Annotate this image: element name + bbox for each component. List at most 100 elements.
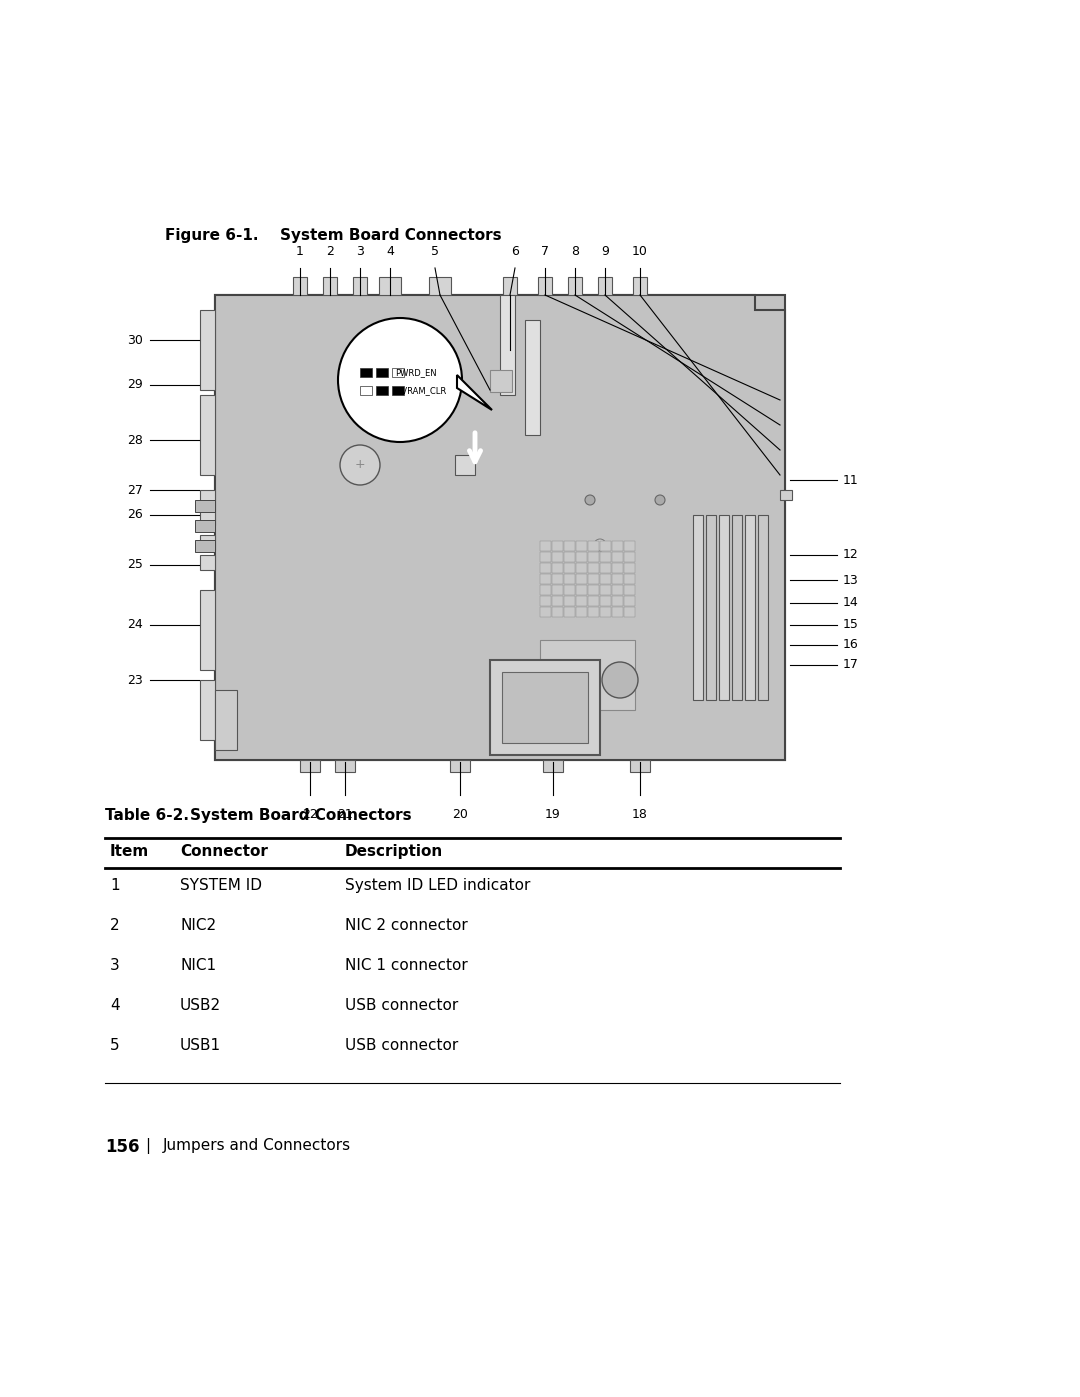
Bar: [538, 277, 552, 295]
Text: System Board Connectors: System Board Connectors: [280, 228, 501, 243]
Text: 25: 25: [127, 559, 143, 571]
Circle shape: [594, 539, 606, 550]
Bar: [600, 608, 611, 617]
Polygon shape: [215, 295, 785, 760]
Bar: [525, 320, 540, 434]
Text: 4: 4: [386, 244, 394, 258]
Bar: [376, 386, 388, 395]
Bar: [624, 597, 635, 606]
Text: NIC 2 connector: NIC 2 connector: [345, 918, 468, 933]
Bar: [552, 552, 563, 562]
Bar: [552, 541, 563, 550]
Bar: [540, 574, 551, 584]
Text: 22: 22: [302, 807, 318, 821]
Bar: [200, 555, 215, 570]
Bar: [552, 574, 563, 584]
Bar: [600, 574, 611, 584]
Bar: [376, 367, 388, 377]
Circle shape: [585, 495, 595, 504]
Bar: [360, 367, 372, 377]
Text: 13: 13: [843, 574, 859, 587]
Circle shape: [602, 662, 638, 698]
Bar: [624, 585, 635, 595]
Bar: [552, 597, 563, 606]
Text: 7: 7: [541, 244, 549, 258]
Text: PWRD_EN: PWRD_EN: [395, 369, 436, 377]
Bar: [612, 552, 623, 562]
Text: 28: 28: [127, 433, 143, 447]
Text: 27: 27: [127, 483, 143, 496]
Text: 20: 20: [453, 807, 468, 821]
Text: 23: 23: [127, 673, 143, 686]
Text: 5: 5: [431, 244, 438, 258]
Text: 8: 8: [571, 244, 579, 258]
Text: 10: 10: [632, 244, 648, 258]
Bar: [540, 552, 551, 562]
Bar: [502, 672, 588, 743]
Bar: [780, 490, 792, 500]
Text: 19: 19: [545, 807, 561, 821]
Text: USB connector: USB connector: [345, 997, 458, 1013]
Text: System ID LED indicator: System ID LED indicator: [345, 877, 530, 893]
Bar: [552, 608, 563, 617]
Text: Jumpers and Connectors: Jumpers and Connectors: [163, 1139, 351, 1153]
Text: 1: 1: [296, 244, 303, 258]
Bar: [200, 535, 215, 550]
Text: 3: 3: [110, 958, 120, 972]
Bar: [624, 552, 635, 562]
Bar: [758, 515, 768, 700]
Bar: [552, 563, 563, 573]
Text: 2: 2: [110, 918, 120, 933]
Text: 16: 16: [843, 638, 859, 651]
Bar: [540, 563, 551, 573]
Bar: [576, 552, 588, 562]
Bar: [200, 590, 215, 671]
Circle shape: [340, 446, 380, 485]
Circle shape: [654, 495, 665, 504]
Text: USB connector: USB connector: [345, 1038, 458, 1053]
Bar: [540, 640, 635, 710]
Text: 5: 5: [110, 1038, 120, 1053]
Bar: [564, 552, 575, 562]
Polygon shape: [457, 374, 492, 409]
Bar: [353, 277, 367, 295]
Text: SYSTEM ID: SYSTEM ID: [180, 877, 262, 893]
Bar: [612, 541, 623, 550]
Bar: [745, 515, 755, 700]
Bar: [293, 277, 307, 295]
Text: 4: 4: [110, 997, 120, 1013]
Bar: [612, 574, 623, 584]
Text: |: |: [145, 1139, 150, 1154]
Text: Connector: Connector: [180, 844, 268, 859]
Bar: [588, 608, 599, 617]
Bar: [568, 277, 582, 295]
Bar: [612, 585, 623, 595]
Bar: [564, 608, 575, 617]
Bar: [588, 585, 599, 595]
Bar: [624, 608, 635, 617]
Bar: [200, 395, 215, 475]
Bar: [588, 597, 599, 606]
Text: 11: 11: [843, 474, 859, 486]
Text: NIC1: NIC1: [180, 958, 216, 972]
Bar: [600, 563, 611, 573]
Text: System Board Connectors: System Board Connectors: [190, 807, 411, 823]
Text: 21: 21: [337, 807, 353, 821]
Bar: [588, 541, 599, 550]
Text: 156: 156: [105, 1139, 139, 1155]
Bar: [633, 277, 647, 295]
Text: Table 6-2.: Table 6-2.: [105, 807, 189, 823]
Bar: [588, 574, 599, 584]
Bar: [543, 760, 563, 773]
Bar: [612, 563, 623, 573]
Bar: [360, 386, 372, 395]
Bar: [598, 277, 612, 295]
Text: 9: 9: [602, 244, 609, 258]
Bar: [612, 608, 623, 617]
Bar: [624, 541, 635, 550]
Bar: [490, 659, 600, 754]
Text: 17: 17: [843, 658, 859, 672]
Bar: [540, 608, 551, 617]
Text: Description: Description: [345, 844, 443, 859]
Bar: [540, 541, 551, 550]
